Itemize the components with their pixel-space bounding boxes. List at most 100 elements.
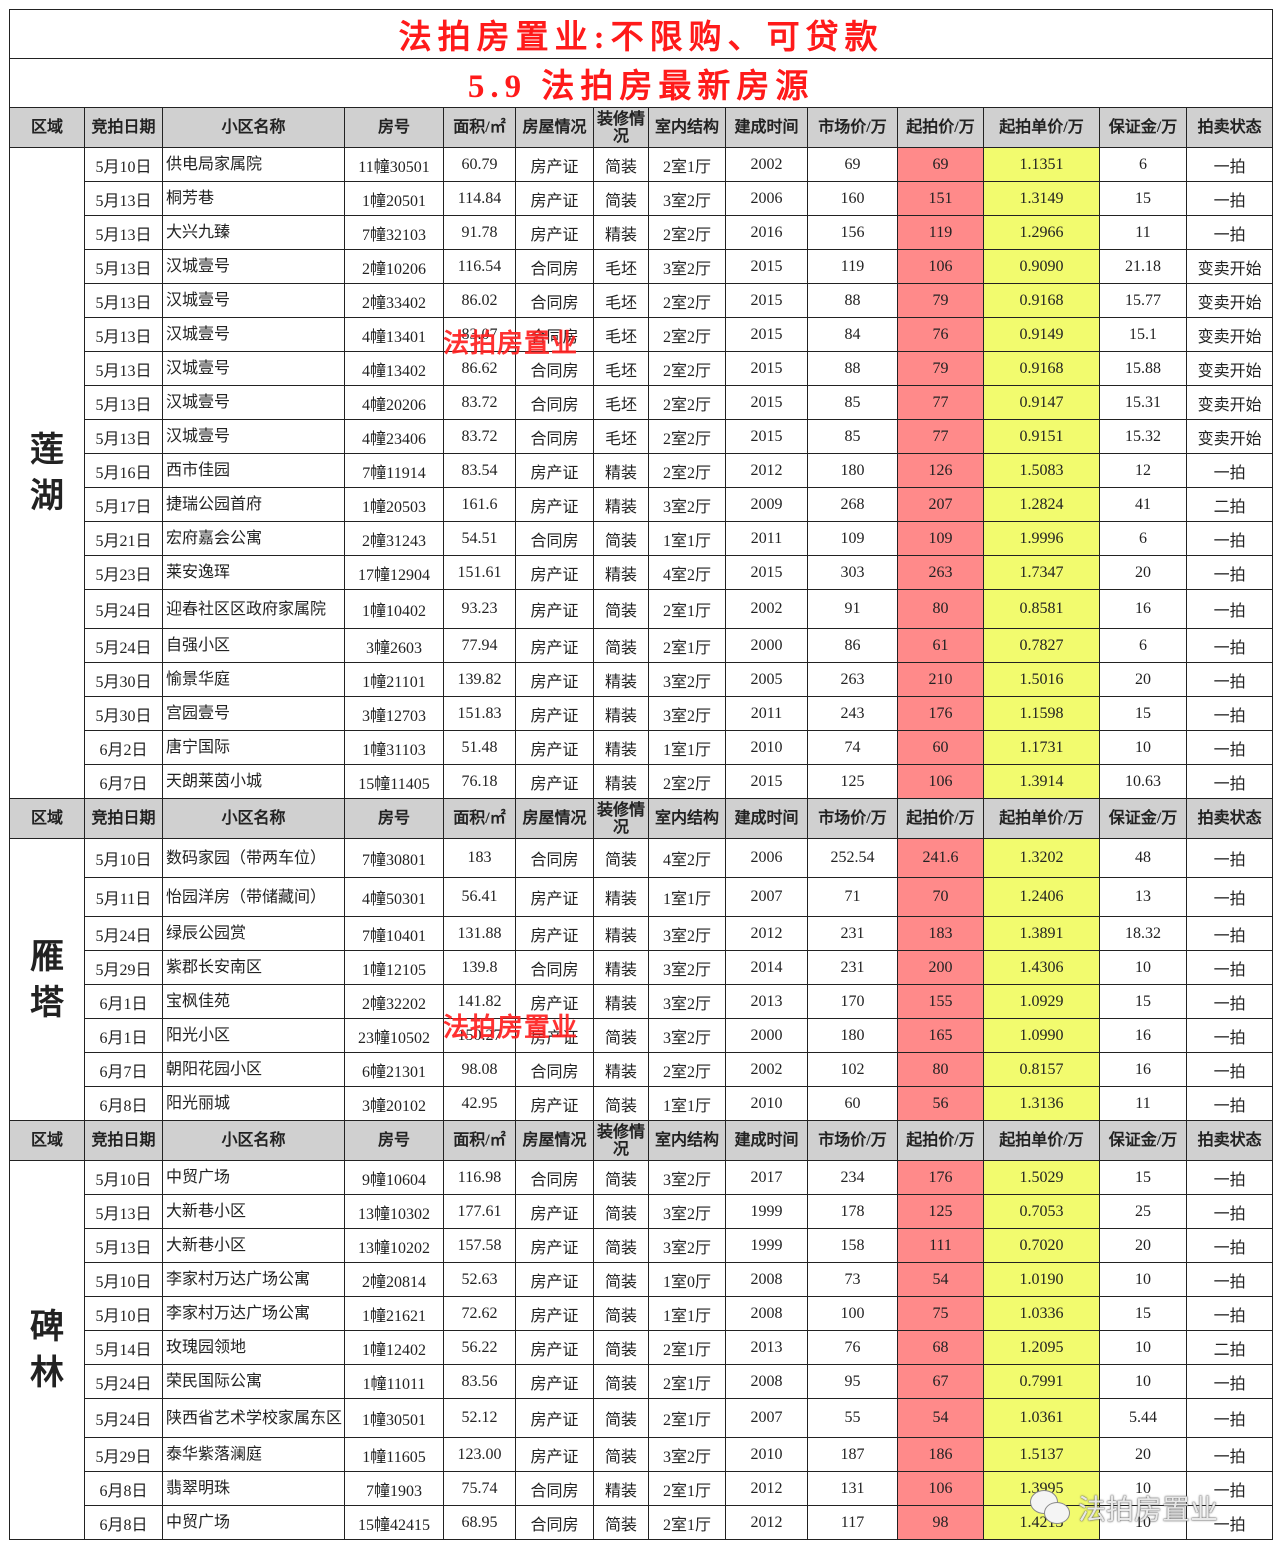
auction-date-cell: 5月21日	[84, 521, 163, 556]
decoration-cell: 简装	[593, 1086, 649, 1121]
auction-status-cell: 一拍	[1185, 838, 1274, 878]
start-price-cell: 98	[897, 1505, 984, 1540]
start-unit-price-cell: 1.0190	[983, 1262, 1100, 1297]
decoration-cell: 精装	[593, 1052, 649, 1087]
decoration-cell: 简装	[593, 181, 649, 216]
area-cell: 116.54	[443, 249, 516, 284]
auction-status-cell: 一拍	[1185, 730, 1274, 765]
start-unit-price-cell: 0.7053	[983, 1194, 1100, 1229]
area-cell: 114.84	[443, 181, 516, 216]
build-year-cell: 2002	[725, 1052, 808, 1087]
decoration-cell: 毛坯	[593, 419, 649, 454]
area-cell: 83.72	[443, 419, 516, 454]
start-price-cell: 67	[897, 1364, 984, 1399]
community-name-cell: 西市佳园	[162, 453, 345, 488]
auction-status-cell: 变卖开始	[1185, 351, 1274, 386]
build-year-cell: 2011	[725, 521, 808, 556]
market-price-cell: 69	[807, 147, 898, 182]
auction-date-cell: 5月13日	[84, 215, 163, 250]
auction-date-cell: 5月10日	[84, 1296, 163, 1331]
start-unit-price-cell: 0.7827	[983, 628, 1100, 663]
market-price-cell: 71	[807, 877, 898, 917]
table-row: 5月13日 汉城壹号 4幢23406 83.72 合同房 毛坯 2室2厅 2015 85 77 0.…	[10, 419, 1274, 454]
area-cell: 139.82	[443, 662, 516, 697]
market-price-cell: 76	[807, 1330, 898, 1365]
deposit-cell: 6	[1099, 521, 1187, 556]
title-status-cell: 房产证	[515, 1398, 594, 1438]
page-subtitle: 5.9 法拍房最新房源	[8, 58, 1274, 108]
auction-status-cell: 一拍	[1185, 1262, 1274, 1297]
unit-number-cell: 13幢10302	[344, 1194, 444, 1229]
table-row: 5月21日 宏府嘉会公寓 2幢31243 54.51 合同房 简装 1室1厅 2011 109 1…	[10, 521, 1274, 556]
build-year-cell: 2008	[725, 1296, 808, 1331]
column-header: 房号	[344, 798, 444, 839]
community-name-cell: 桐芳巷	[162, 181, 345, 216]
decoration-cell: 简装	[593, 1437, 649, 1472]
title-status-cell: 房产证	[515, 916, 594, 951]
start-unit-price-cell: 0.7020	[983, 1228, 1100, 1263]
market-price-cell: 303	[807, 555, 898, 590]
column-header: 起拍价/万	[897, 107, 984, 148]
auction-status-cell: 一拍	[1185, 764, 1274, 799]
auction-date-cell: 6月1日	[84, 1018, 163, 1053]
title-status-cell: 合同房	[515, 283, 594, 318]
area-cell: 151.83	[443, 696, 516, 731]
start-unit-price-cell: 1.5029	[983, 1160, 1100, 1195]
start-price-cell: 165	[897, 1018, 984, 1053]
decoration-cell: 简装	[593, 521, 649, 556]
layout-cell: 1室1厅	[648, 1086, 726, 1121]
market-price-cell: 86	[807, 628, 898, 663]
table-row: 5月13日 汉城壹号 4幢13402 86.62 合同房 毛坯 2室2厅 2015 88 79 0.…	[10, 351, 1274, 386]
start-price-cell: 75	[897, 1296, 984, 1331]
build-year-cell: 2010	[725, 1437, 808, 1472]
table-row: 5月16日 西市佳园 7幢11914 83.54 房产证 精装 2室2厅 2012 180 126…	[10, 453, 1274, 488]
community-name-cell: 汉城壹号	[162, 419, 345, 454]
build-year-cell: 2010	[725, 730, 808, 765]
market-price-cell: 231	[807, 950, 898, 985]
title-status-cell: 房产证	[515, 662, 594, 697]
start-price-cell: 56	[897, 1086, 984, 1121]
auction-status-cell: 一拍	[1185, 877, 1274, 917]
start-unit-price-cell: 1.2095	[983, 1330, 1100, 1365]
layout-cell: 1室1厅	[648, 521, 726, 556]
auction-date-cell: 5月10日	[84, 1262, 163, 1297]
layout-cell: 2室1厅	[648, 1471, 726, 1506]
table-row: 5月23日 莱安逸珲 17幢12904 151.61 房产证 精装 4室2厅 2015 303 2…	[10, 555, 1274, 590]
community-name-cell: 捷瑞公园首府	[162, 487, 345, 522]
market-price-cell: 109	[807, 521, 898, 556]
title-status-cell: 房产证	[515, 1262, 594, 1297]
column-header: 市场价/万	[807, 1120, 898, 1161]
deposit-cell: 10	[1099, 1330, 1187, 1365]
table-row: 5月13日 大新巷小区 13幢10302 177.61 房产证 简装 3室2厅 1999 178…	[10, 1194, 1274, 1229]
header-row: 区域 竞拍日期 小区名称 房号 面积/㎡ 房屋情况 装修情况 室内结构 建成时间 市场价/万 起拍价…	[9, 1120, 1274, 1161]
unit-number-cell: 3幢20102	[344, 1086, 444, 1121]
auction-status-cell: 一拍	[1185, 1086, 1274, 1121]
deposit-cell: 6	[1099, 147, 1187, 182]
deposit-cell: 15	[1099, 984, 1187, 1019]
auction-status-cell: 一拍	[1185, 1364, 1274, 1399]
auction-status-cell: 一拍	[1185, 628, 1274, 663]
market-price-cell: 55	[807, 1398, 898, 1438]
title-status-cell: 房产证	[515, 696, 594, 731]
community-name-cell: 怡园洋房（带储藏间）	[162, 877, 345, 917]
start-unit-price-cell: 0.9090	[983, 249, 1100, 284]
start-price-cell: 119	[897, 215, 984, 250]
decoration-cell: 精装	[593, 764, 649, 799]
deposit-cell: 20	[1099, 662, 1187, 697]
layout-cell: 2室2厅	[648, 215, 726, 250]
column-header: 起拍价/万	[897, 1120, 984, 1161]
area-cell: 52.63	[443, 1262, 516, 1297]
unit-number-cell: 11幢30501	[344, 147, 444, 182]
build-year-cell: 2015	[725, 419, 808, 454]
community-name-cell: 荣民国际公寓	[162, 1364, 345, 1399]
table-row: 5月13日 大新巷小区 13幢10202 157.58 房产证 简装 3室2厅 1999 158…	[10, 1228, 1274, 1263]
build-year-cell: 2012	[725, 1505, 808, 1540]
deposit-cell: 10.63	[1099, 764, 1187, 799]
unit-number-cell: 4幢20206	[344, 385, 444, 420]
column-header: 房屋情况	[515, 107, 594, 148]
start-price-cell: 186	[897, 1437, 984, 1472]
layout-cell: 2室2厅	[648, 283, 726, 318]
start-price-cell: 263	[897, 555, 984, 590]
title-status-cell: 房产证	[515, 1296, 594, 1331]
layout-cell: 4室2厅	[648, 838, 726, 878]
